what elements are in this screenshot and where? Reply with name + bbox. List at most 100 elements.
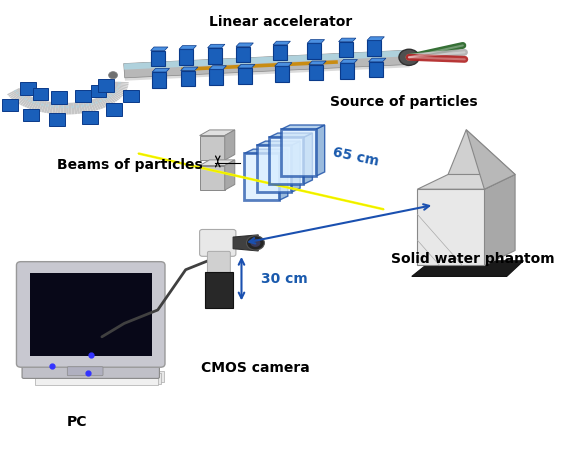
- Text: CMOS camera: CMOS camera: [201, 361, 310, 375]
- Polygon shape: [236, 43, 253, 46]
- Polygon shape: [20, 95, 30, 106]
- FancyBboxPatch shape: [24, 109, 39, 122]
- Circle shape: [399, 49, 419, 65]
- Polygon shape: [225, 160, 235, 190]
- Polygon shape: [87, 100, 94, 112]
- Polygon shape: [36, 102, 40, 105]
- FancyBboxPatch shape: [367, 40, 381, 56]
- FancyBboxPatch shape: [67, 367, 103, 376]
- Polygon shape: [41, 101, 47, 112]
- Polygon shape: [44, 101, 49, 113]
- Polygon shape: [114, 83, 129, 87]
- Polygon shape: [58, 103, 61, 114]
- Polygon shape: [114, 84, 128, 89]
- Polygon shape: [32, 101, 35, 104]
- Polygon shape: [281, 125, 325, 129]
- FancyBboxPatch shape: [152, 72, 166, 88]
- Polygon shape: [181, 67, 198, 71]
- Polygon shape: [112, 87, 126, 93]
- Polygon shape: [339, 38, 356, 42]
- Polygon shape: [466, 130, 515, 189]
- FancyBboxPatch shape: [2, 99, 18, 112]
- Polygon shape: [111, 89, 123, 96]
- Polygon shape: [76, 105, 79, 108]
- Polygon shape: [66, 103, 69, 115]
- FancyBboxPatch shape: [150, 50, 165, 66]
- FancyBboxPatch shape: [22, 362, 160, 378]
- Polygon shape: [8, 89, 21, 97]
- Polygon shape: [307, 40, 324, 43]
- Polygon shape: [209, 66, 227, 69]
- Polygon shape: [13, 91, 24, 101]
- Polygon shape: [417, 189, 484, 265]
- Text: 65 cm: 65 cm: [332, 146, 381, 169]
- Polygon shape: [109, 94, 113, 97]
- FancyBboxPatch shape: [98, 79, 114, 92]
- Polygon shape: [18, 94, 28, 104]
- FancyBboxPatch shape: [51, 91, 67, 104]
- FancyBboxPatch shape: [179, 49, 193, 65]
- Polygon shape: [279, 149, 288, 200]
- Text: Solid water phantom: Solid water phantom: [391, 252, 555, 266]
- Text: PC: PC: [67, 415, 87, 429]
- Polygon shape: [11, 90, 23, 99]
- FancyBboxPatch shape: [83, 111, 98, 124]
- Polygon shape: [118, 84, 121, 86]
- Polygon shape: [233, 235, 258, 251]
- Text: Beams of particles: Beams of particles: [57, 158, 203, 171]
- Circle shape: [108, 72, 118, 79]
- Polygon shape: [273, 41, 290, 45]
- Polygon shape: [91, 103, 94, 105]
- Polygon shape: [7, 88, 20, 95]
- Polygon shape: [21, 96, 24, 99]
- Text: Linear accelerator: Linear accelerator: [209, 14, 352, 28]
- Polygon shape: [117, 86, 120, 88]
- Polygon shape: [95, 101, 98, 104]
- Polygon shape: [14, 90, 17, 92]
- FancyBboxPatch shape: [309, 65, 323, 80]
- FancyBboxPatch shape: [17, 261, 165, 367]
- Polygon shape: [16, 93, 26, 104]
- FancyBboxPatch shape: [269, 137, 304, 184]
- Polygon shape: [26, 97, 35, 108]
- Polygon shape: [105, 93, 116, 103]
- Polygon shape: [106, 96, 109, 99]
- Polygon shape: [14, 92, 25, 102]
- Polygon shape: [31, 99, 38, 110]
- Polygon shape: [61, 106, 64, 108]
- Polygon shape: [22, 96, 31, 107]
- Polygon shape: [309, 61, 326, 65]
- FancyBboxPatch shape: [20, 82, 36, 94]
- Polygon shape: [200, 130, 235, 135]
- FancyBboxPatch shape: [274, 66, 289, 82]
- Polygon shape: [52, 102, 56, 114]
- Polygon shape: [104, 94, 114, 104]
- FancyBboxPatch shape: [30, 273, 152, 356]
- Polygon shape: [56, 106, 59, 108]
- Polygon shape: [85, 101, 91, 112]
- FancyBboxPatch shape: [91, 85, 106, 97]
- FancyBboxPatch shape: [208, 48, 222, 63]
- Polygon shape: [412, 261, 523, 276]
- Polygon shape: [97, 97, 106, 108]
- Polygon shape: [316, 125, 325, 176]
- Polygon shape: [100, 95, 110, 106]
- Polygon shape: [89, 99, 96, 111]
- FancyBboxPatch shape: [238, 68, 251, 84]
- Polygon shape: [245, 149, 288, 153]
- FancyBboxPatch shape: [106, 104, 122, 116]
- Polygon shape: [18, 94, 21, 96]
- Polygon shape: [111, 92, 115, 95]
- Polygon shape: [367, 37, 385, 40]
- Polygon shape: [448, 130, 515, 175]
- FancyBboxPatch shape: [209, 69, 223, 85]
- Polygon shape: [91, 99, 99, 111]
- Polygon shape: [114, 82, 129, 85]
- Polygon shape: [113, 85, 127, 90]
- FancyBboxPatch shape: [123, 90, 138, 102]
- Polygon shape: [114, 90, 117, 93]
- Polygon shape: [66, 106, 69, 108]
- Polygon shape: [55, 103, 59, 114]
- FancyBboxPatch shape: [38, 373, 161, 384]
- Polygon shape: [152, 68, 169, 72]
